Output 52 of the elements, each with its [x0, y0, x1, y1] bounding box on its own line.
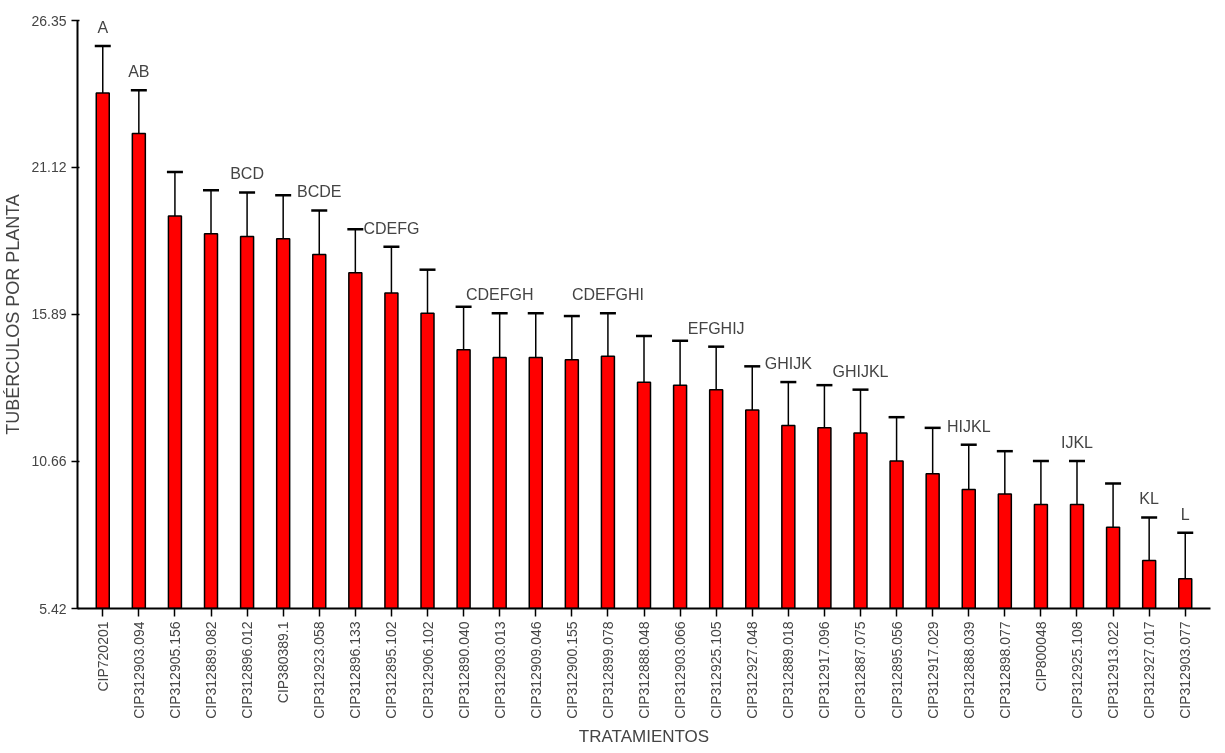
annotation: CDEFGH: [465, 286, 534, 304]
x-tick-label: CIP312903.077: [1177, 621, 1194, 719]
x-tick-label: CIP312888.039: [960, 621, 977, 719]
annotation: GHIJKL: [832, 362, 889, 380]
annotation: A: [97, 19, 109, 37]
annotation: EFGHIJ: [687, 319, 745, 337]
annotation: HIJKL: [946, 417, 991, 435]
x-tick-label: CIP312889.018: [780, 621, 797, 719]
x-tick-label: CIP312900.155: [563, 621, 580, 719]
x-tick-label: CIP312895.102: [383, 621, 400, 719]
x-tick-label: CIP312925.105: [708, 621, 725, 719]
annotation: GHIJK: [764, 355, 813, 373]
annotation: IJKL: [1060, 434, 1094, 452]
y-tick-label: 10.66: [31, 453, 67, 470]
y-tick-label: 5.42: [39, 600, 67, 617]
annotation: KL: [1139, 490, 1160, 508]
x-tick-label: CIP312899.078: [599, 621, 616, 719]
y-tick-label: 15.89: [31, 306, 67, 323]
y-axis-title: TUBÉRCULOS POR PLANTA: [3, 194, 24, 435]
x-tick-label: CIP312895.056: [888, 621, 905, 719]
annotation: L: [1180, 505, 1190, 523]
x-tick-label: CIP312909.046: [527, 621, 544, 719]
x-tick-label: CIP312888.048: [636, 621, 652, 719]
x-tick-label: CIP312927.048: [744, 621, 761, 719]
x-tick-label: CIP312903.066: [672, 621, 689, 719]
annotation: BCD: [230, 165, 264, 183]
x-tick-label: CIP312890.040: [455, 621, 472, 719]
annotation: CDEFG: [363, 219, 420, 237]
x-tick-label: CIP312913.022: [1105, 621, 1122, 719]
x-tick-label: CIP312896.012: [239, 621, 256, 719]
annotation: CDEFGHI: [571, 286, 644, 304]
x-tick-label: CIP312896.133: [347, 621, 364, 719]
x-tick-label: CIP312903.013: [491, 621, 508, 719]
y-tick-label: 21.12: [31, 159, 67, 176]
x-tick-label: CIP312917.096: [816, 621, 833, 719]
x-tick-label: CIP312925.108: [1068, 621, 1085, 719]
x-axis-title: TRATAMIENTOS: [578, 726, 710, 746]
x-tick-label: CIP312905.156: [166, 621, 183, 719]
x-tick-label: CIP312887.075: [852, 621, 869, 719]
x-tick-label: CIP312889.082: [203, 621, 220, 719]
annotation: BCDE: [297, 183, 342, 201]
x-tick-label: CIP312903.094: [130, 621, 147, 719]
x-tick-label: CIP720201: [94, 621, 111, 692]
x-tick-label: CIP312917.029: [924, 621, 941, 719]
x-tick-label: CIP312927.017: [1141, 621, 1158, 719]
x-tick-label: CIP312906.102: [419, 621, 436, 719]
x-tick-label: CIP380389.1: [275, 621, 292, 704]
y-tick-label: 26.35: [31, 12, 67, 29]
x-tick-label: CIP800048: [1032, 621, 1049, 692]
annotation: AB: [128, 63, 150, 81]
x-tick-label: CIP312923.058: [311, 621, 328, 719]
x-tick-label: CIP312898.077: [996, 621, 1013, 719]
